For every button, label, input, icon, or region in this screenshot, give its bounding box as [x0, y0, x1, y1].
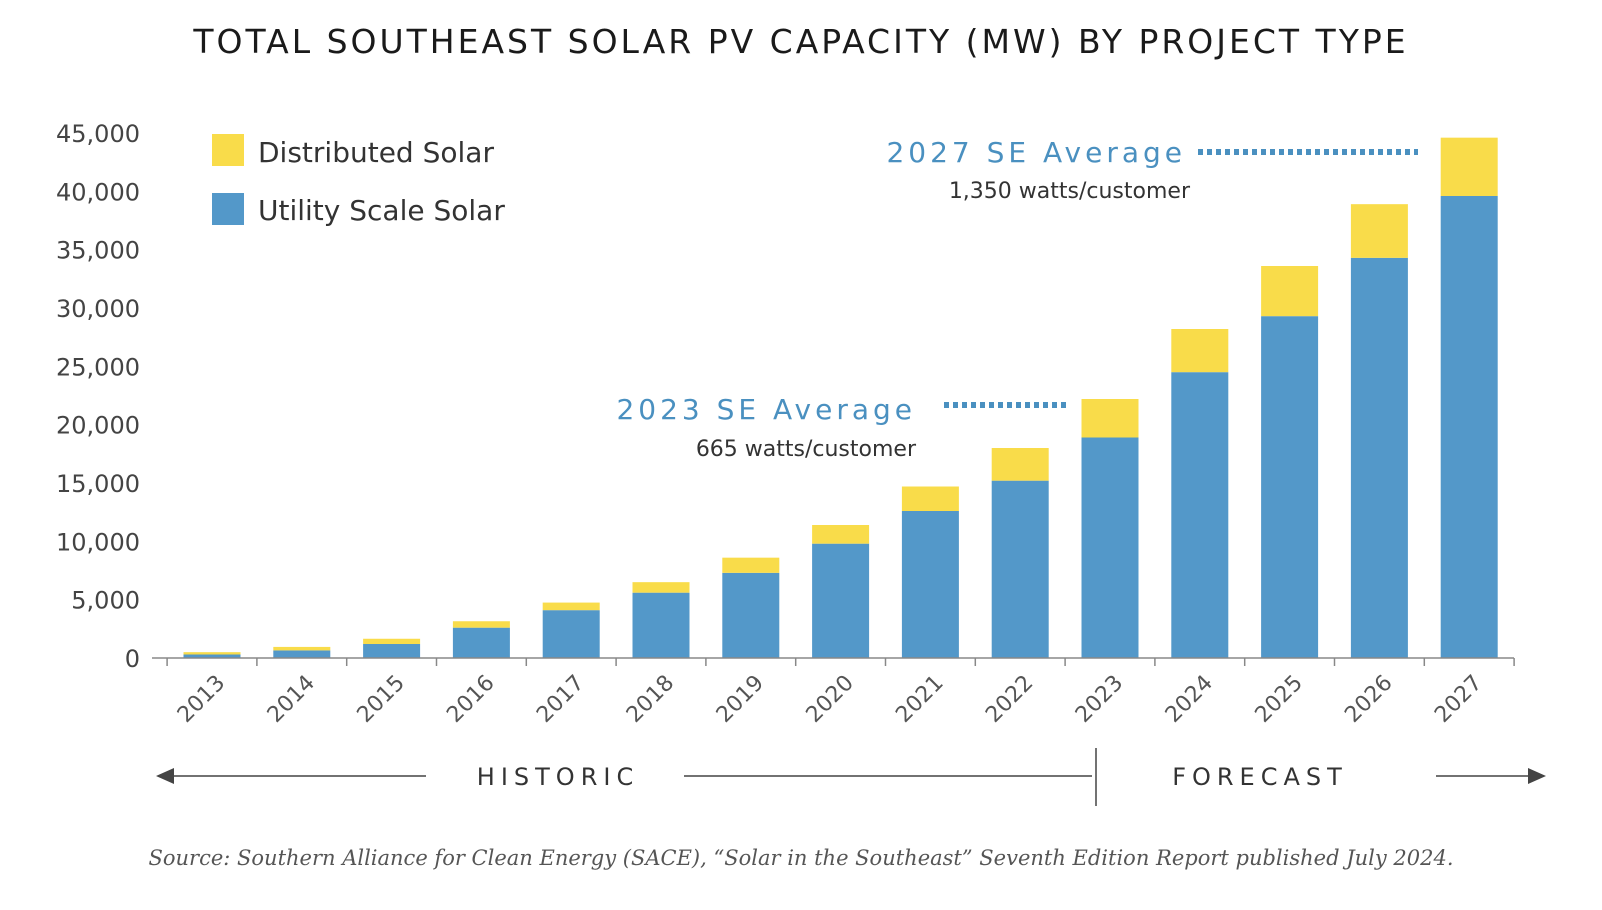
annotation-2023-heading: 2023 SE Average — [616, 393, 916, 426]
historic-arrow-head — [156, 768, 174, 784]
legend-swatch-utility — [212, 193, 244, 225]
bar-distributed-2016 — [452, 621, 510, 628]
legend-label-utility: Utility Scale Solar — [258, 194, 505, 227]
bar-utility-2025 — [1261, 316, 1319, 658]
annotation-2027-detail: 1,350 watts/customer — [949, 179, 1191, 204]
bar-distributed-2017 — [542, 602, 600, 611]
bar-utility-2024 — [1171, 372, 1229, 658]
y-tick-label: 10,000 — [56, 528, 140, 556]
bar-distributed-2026 — [1350, 204, 1408, 258]
forecast-arrow-head — [1528, 768, 1546, 784]
y-tick-label: 45,000 — [56, 120, 140, 148]
bar-distributed-2027 — [1440, 137, 1498, 196]
x-tick-label: 2018 — [622, 671, 679, 728]
bar-utility-2023 — [1081, 437, 1139, 658]
legend-swatch-distributed — [212, 134, 244, 166]
x-tick-label: 2014 — [263, 671, 320, 728]
bar-utility-2018 — [632, 592, 690, 658]
x-tick-label: 2021 — [891, 671, 948, 728]
x-tick-label: 2020 — [802, 671, 859, 728]
bar-utility-2021 — [901, 511, 959, 658]
bar-distributed-2024 — [1171, 329, 1229, 373]
bar-utility-2017 — [542, 610, 600, 658]
bar-utility-2013 — [183, 654, 241, 658]
x-tick-label: 2024 — [1161, 671, 1218, 728]
historic-label: HISTORIC — [477, 763, 639, 791]
legend-label-distributed: Distributed Solar — [258, 136, 494, 169]
y-tick-label: 5,000 — [71, 587, 140, 615]
bar-distributed-2015 — [363, 638, 421, 644]
bar-utility-2026 — [1350, 257, 1408, 658]
legend: Distributed Solar Utility Scale Solar — [212, 134, 505, 227]
y-tick-label: 20,000 — [56, 412, 140, 440]
bars-group — [183, 137, 1498, 658]
bar-utility-2027 — [1440, 196, 1498, 658]
x-tick-label: 2022 — [981, 671, 1038, 728]
x-tick-label: 2025 — [1251, 671, 1308, 728]
x-tick-label: 2026 — [1340, 671, 1397, 728]
annotation-2027-heading: 2027 SE Average — [886, 136, 1186, 169]
bar-distributed-2023 — [1081, 399, 1139, 438]
y-tick-label: 30,000 — [56, 295, 140, 323]
annotations-group: 2023 SE Average 665 watts/customer 2027 … — [616, 136, 1418, 462]
bar-distributed-2020 — [812, 525, 870, 544]
bar-utility-2016 — [452, 627, 510, 658]
source-note: Source: Southern Alliance for Clean Ener… — [148, 846, 1454, 870]
x-tick-label: 2023 — [1071, 671, 1128, 728]
x-tick-label: 2016 — [442, 671, 499, 728]
bar-distributed-2019 — [722, 557, 780, 573]
bar-utility-2014 — [273, 650, 331, 658]
y-tick-label: 40,000 — [56, 178, 140, 206]
bar-distributed-2022 — [991, 448, 1049, 481]
x-tick-label: 2027 — [1430, 671, 1487, 728]
y-tick-label: 35,000 — [56, 237, 140, 265]
forecast-label: FORECAST — [1172, 763, 1348, 791]
chart-title: TOTAL SOUTHEAST SOLAR PV CAPACITY (MW) B… — [193, 22, 1409, 61]
y-tick-label: 0 — [125, 645, 140, 673]
x-tick-label: 2015 — [353, 671, 410, 728]
period-markers: HISTORIC FORECAST — [156, 748, 1546, 806]
x-tick-label: 2013 — [173, 671, 230, 728]
bar-utility-2015 — [363, 644, 421, 658]
bar-utility-2019 — [722, 572, 780, 658]
y-tick-label: 15,000 — [56, 470, 140, 498]
bar-distributed-2021 — [901, 486, 959, 511]
bar-distributed-2018 — [632, 582, 690, 593]
bar-distributed-2014 — [273, 646, 331, 651]
bar-distributed-2025 — [1261, 266, 1319, 317]
bar-utility-2022 — [991, 480, 1049, 658]
bar-utility-2020 — [812, 543, 870, 658]
x-tick-label: 2017 — [532, 671, 589, 728]
x-tick-label: 2019 — [712, 671, 769, 728]
annotation-2023-detail: 665 watts/customer — [696, 437, 917, 462]
y-tick-label: 25,000 — [56, 353, 140, 381]
bar-distributed-2013 — [183, 652, 241, 655]
